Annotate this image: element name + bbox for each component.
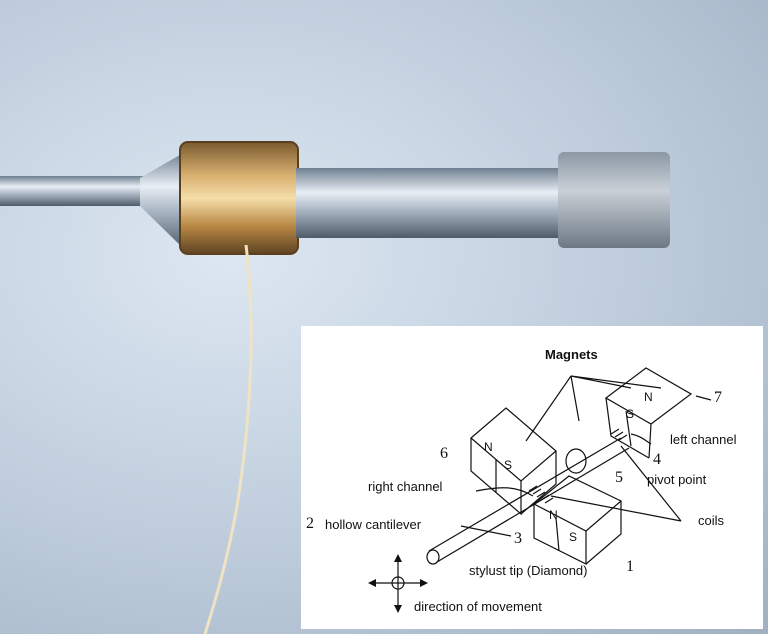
gold-coil — [180, 142, 298, 254]
number-4: 4 — [653, 451, 661, 468]
number-5: 5 — [615, 469, 623, 486]
number-2: 2 — [306, 515, 314, 532]
label-direction-of-movement: direction of movement — [414, 599, 542, 614]
pole-n-left: N — [484, 440, 493, 454]
pole-n-lower: N — [549, 508, 558, 522]
diagram-drawing: N S S N N S — [368, 367, 712, 613]
label-hollow-cantilever: hollow cantilever — [325, 517, 422, 532]
magnet-lower-block — [532, 475, 623, 565]
number-1: 1 — [626, 558, 634, 575]
number-6: 6 — [440, 445, 448, 462]
label-coils: coils — [698, 513, 725, 528]
leader-coils — [550, 445, 682, 522]
pole-s-right: S — [626, 407, 634, 421]
pole-s-lower: S — [569, 530, 577, 544]
pole-s-left: S — [504, 458, 512, 472]
label-right-channel: right channel — [368, 479, 443, 494]
main-shaft — [296, 168, 566, 238]
right-channel-wire — [475, 487, 534, 497]
magnet-right-block — [604, 367, 693, 459]
pole-n-right: N — [644, 390, 653, 404]
leader-hollow — [460, 525, 512, 537]
cartridge-diagram-inset: N S S N N S Magnets left channel right c… — [301, 326, 763, 629]
left-channel-wire — [630, 433, 652, 445]
leader-7 — [695, 395, 712, 401]
coil-back — [610, 428, 628, 441]
magnet-pointer-lines — [525, 375, 662, 442]
thin-rod — [0, 176, 150, 206]
cantilever-tube — [428, 437, 630, 563]
end-cap — [558, 152, 670, 248]
number-3: 3 — [514, 530, 522, 547]
pivot-ring — [565, 448, 587, 474]
label-magnets: Magnets — [545, 347, 598, 362]
coil-front — [528, 485, 554, 504]
direction-cross — [373, 559, 423, 608]
label-pivot-point: pivot point — [647, 472, 707, 487]
number-7: 7 — [714, 389, 722, 406]
lead-wire — [203, 244, 253, 634]
label-left-channel: left channel — [670, 432, 737, 447]
label-stylus-tip: stylust tip (Diamond) — [469, 563, 588, 578]
rod-taper — [140, 152, 185, 250]
direction-arrowheads — [368, 554, 428, 613]
